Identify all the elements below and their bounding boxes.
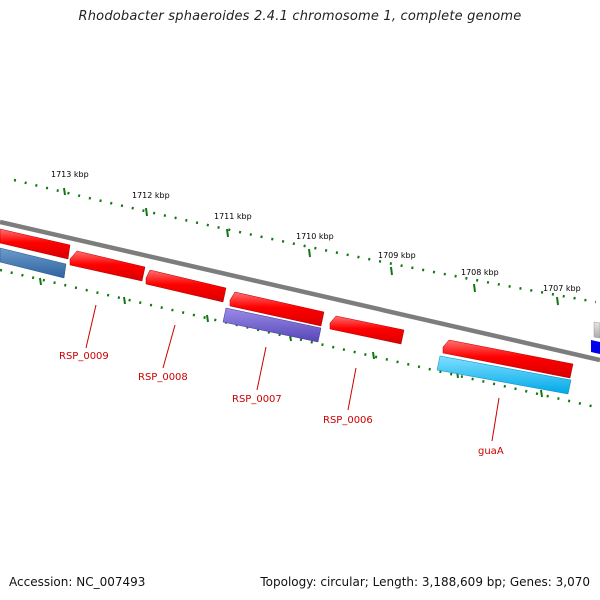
scale-label-1711: 1711 kbp — [214, 212, 252, 221]
scale-label-1713: 1713 kbp — [51, 170, 89, 179]
feature-bar-deepskyblue[interactable] — [436, 355, 572, 395]
scale-label-1707: 1707 kbp — [543, 284, 581, 293]
gene-label-rsp0007[interactable]: RSP_0007 — [232, 394, 282, 405]
map-title: Rhodobacter sphaeroides 2.4.1 chromosome… — [78, 9, 522, 24]
gene-arrow-guaA[interactable] — [442, 339, 574, 379]
gene-label-rsp0009[interactable]: RSP_0009 — [59, 351, 109, 362]
feature-bar-steelblue[interactable] — [0, 247, 67, 279]
inner-scale-dots — [0, 268, 600, 410]
feature-edge-blue[interactable] — [591, 340, 600, 354]
scale-label-1710: 1710 kbp — [296, 232, 334, 241]
scale-label-1712: 1712 kbp — [132, 191, 170, 200]
gene-label-leaders — [85, 304, 500, 442]
gene-label-rsp0008[interactable]: RSP_0008 — [138, 372, 188, 383]
gene-arrow-rsp0010[interactable] — [0, 228, 71, 260]
gene-arrow-rsp0008[interactable] — [145, 269, 227, 303]
gene-arrow-rsp0009[interactable] — [69, 250, 146, 282]
feature-edge-grey[interactable] — [593, 321, 600, 339]
chromosome-backbone — [0, 219, 600, 363]
gene-labels: RSP_0009 RSP_0008 RSP_0007 RSP_0006 guaA — [59, 351, 504, 457]
feature-bars — [0, 247, 572, 395]
gene-label-guaA[interactable]: guaA — [478, 446, 504, 457]
gene-arrow-rsp0006[interactable] — [329, 315, 405, 345]
genome-summary-text: Topology: circular; Length: 3,188,609 bp… — [260, 575, 590, 589]
outer-scale-dots — [13, 178, 597, 304]
outer-scale-ruler: 1713 kbp 1712 kbp 1711 kbp 1710 kbp 1709… — [13, 170, 597, 306]
scale-label-1708: 1708 kbp — [461, 268, 499, 277]
outer-scale-ticks — [63, 187, 559, 306]
forward-strand-genes — [0, 228, 574, 379]
inner-scale-ticks — [39, 277, 543, 398]
accession-text: Accession: NC_007493 — [9, 575, 146, 589]
feature-bar-slateblue[interactable] — [222, 307, 322, 343]
gene-arrow-rsp0007[interactable] — [229, 291, 325, 327]
gene-label-rsp0006[interactable]: RSP_0006 — [323, 415, 373, 426]
scale-label-1709: 1709 kbp — [378, 251, 416, 260]
